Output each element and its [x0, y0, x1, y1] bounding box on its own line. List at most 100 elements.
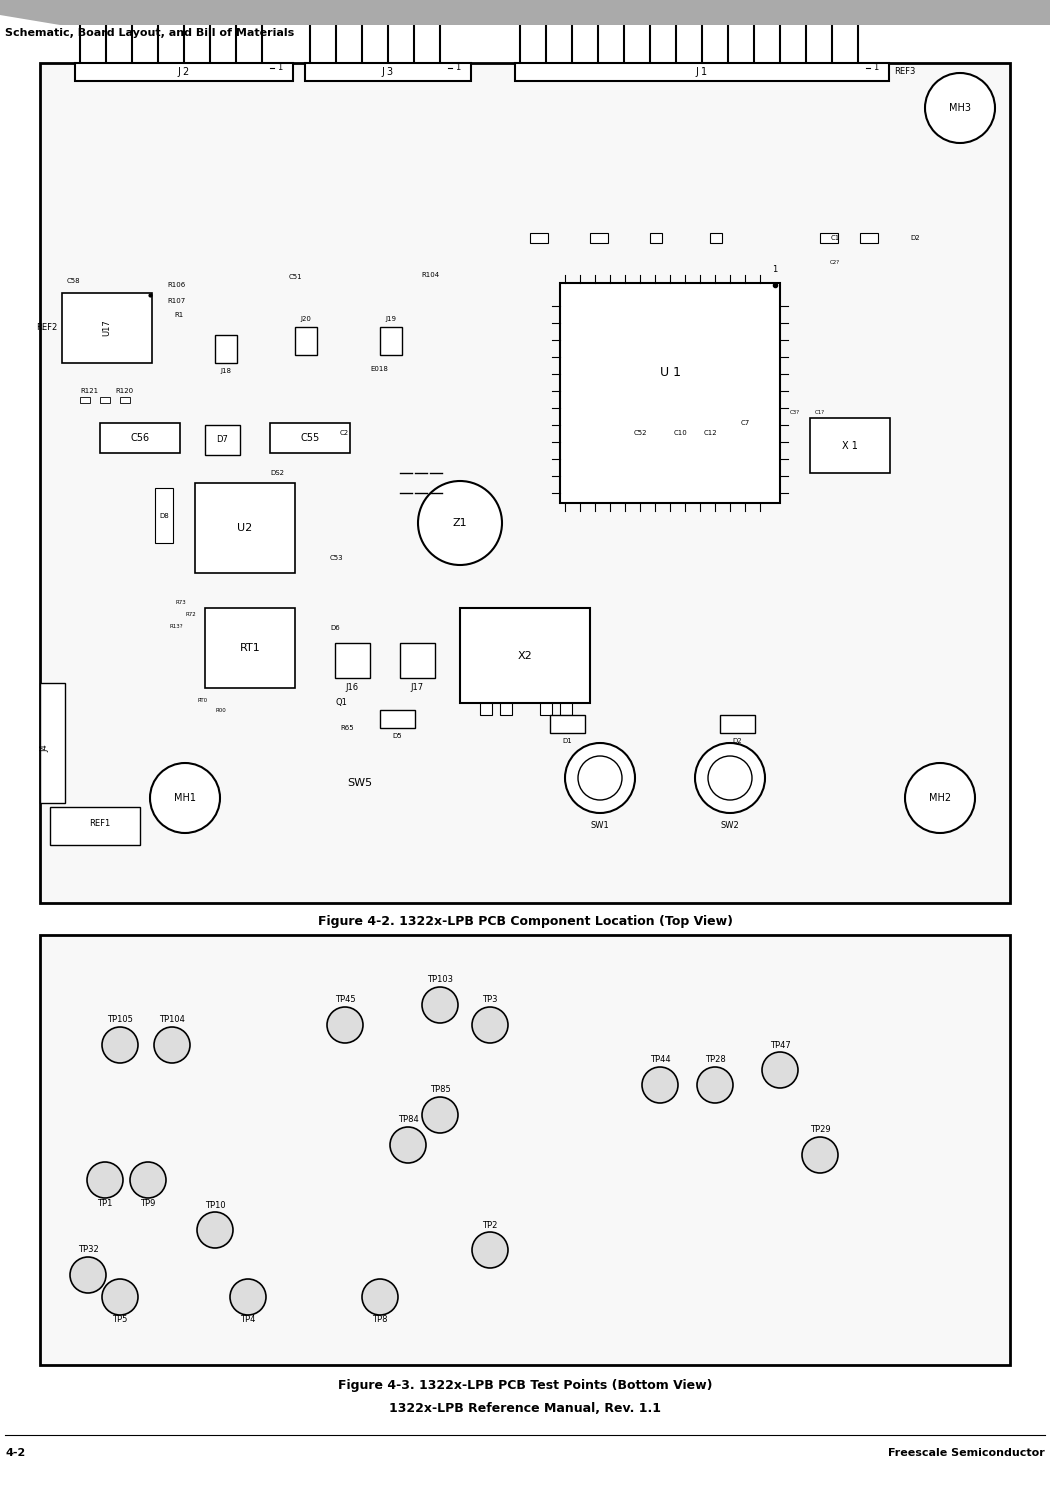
- Text: R00: R00: [215, 709, 226, 714]
- Circle shape: [925, 73, 995, 143]
- Text: MH2: MH2: [929, 793, 951, 803]
- Text: TP29: TP29: [810, 1126, 831, 1135]
- Circle shape: [422, 987, 458, 1023]
- Text: D6: D6: [330, 626, 340, 632]
- Bar: [100, 423, 180, 452]
- Bar: [720, 715, 755, 733]
- Text: TP9: TP9: [141, 1199, 155, 1208]
- Circle shape: [802, 1138, 838, 1173]
- Text: TP4: TP4: [240, 1315, 256, 1324]
- Bar: [810, 418, 890, 473]
- Circle shape: [102, 1280, 138, 1315]
- Text: R120: R120: [116, 388, 133, 394]
- Circle shape: [362, 1280, 398, 1315]
- Bar: [530, 233, 548, 243]
- Text: J 2: J 2: [177, 67, 190, 78]
- Text: J16: J16: [345, 684, 358, 693]
- Text: 1: 1: [456, 64, 461, 73]
- Circle shape: [390, 1127, 426, 1163]
- Text: MH3: MH3: [949, 103, 971, 113]
- Text: TP3: TP3: [482, 996, 498, 1005]
- Text: Freescale Semiconductor: Freescale Semiconductor: [888, 1448, 1045, 1459]
- Text: TP1: TP1: [98, 1199, 112, 1208]
- Text: C55: C55: [300, 433, 319, 443]
- Text: C10: C10: [673, 430, 687, 436]
- Bar: [710, 233, 722, 243]
- Text: 1322x-LPB Reference Manual, Rev. 1.1: 1322x-LPB Reference Manual, Rev. 1.1: [388, 1402, 662, 1414]
- Text: TP10: TP10: [205, 1200, 226, 1209]
- Circle shape: [422, 1097, 458, 1133]
- Text: C53: C53: [330, 555, 343, 561]
- Text: REF2: REF2: [36, 324, 57, 333]
- Text: C1?: C1?: [815, 411, 825, 415]
- Bar: [820, 233, 838, 243]
- Text: U2: U2: [237, 523, 253, 533]
- Bar: [540, 703, 552, 715]
- Bar: [380, 711, 415, 729]
- Text: 1: 1: [773, 264, 778, 273]
- Text: J18: J18: [220, 367, 231, 375]
- Text: C56: C56: [130, 433, 149, 443]
- Text: R72: R72: [185, 612, 195, 618]
- Text: J20: J20: [300, 317, 312, 322]
- Circle shape: [565, 744, 635, 814]
- Text: REF1: REF1: [89, 818, 110, 827]
- Text: TP45: TP45: [335, 996, 355, 1005]
- Bar: [550, 715, 585, 733]
- Text: TP85: TP85: [429, 1085, 450, 1094]
- Bar: [380, 327, 402, 355]
- Text: TP103: TP103: [427, 975, 453, 984]
- Text: R107: R107: [167, 299, 185, 305]
- Circle shape: [102, 1027, 138, 1063]
- Bar: [500, 703, 512, 715]
- Text: J 3: J 3: [382, 67, 394, 78]
- Text: R65: R65: [340, 726, 354, 732]
- Text: TP44: TP44: [650, 1056, 670, 1065]
- Text: DS2: DS2: [270, 470, 284, 476]
- Bar: [270, 423, 350, 452]
- Text: D2: D2: [732, 738, 741, 744]
- Circle shape: [695, 744, 765, 814]
- Text: TP105: TP105: [107, 1015, 133, 1024]
- Bar: [40, 682, 65, 803]
- Text: TP32: TP32: [78, 1245, 99, 1254]
- Text: TP2: TP2: [482, 1220, 498, 1230]
- Text: C12: C12: [704, 430, 717, 436]
- Bar: [400, 643, 435, 678]
- Circle shape: [697, 1067, 733, 1103]
- Text: MH1: MH1: [174, 793, 196, 803]
- Text: R104: R104: [421, 272, 439, 278]
- Text: 4-2: 4-2: [5, 1448, 25, 1459]
- Circle shape: [154, 1027, 190, 1063]
- Text: R106: R106: [167, 282, 185, 288]
- Polygon shape: [0, 0, 1050, 25]
- Circle shape: [708, 755, 752, 800]
- Text: D2: D2: [910, 234, 920, 240]
- Circle shape: [472, 1006, 508, 1044]
- Text: J4: J4: [41, 744, 49, 752]
- Text: Figure 4-3. 1322x-LPB PCB Test Points (Bottom View): Figure 4-3. 1322x-LPB PCB Test Points (B…: [338, 1380, 712, 1393]
- Text: TP28: TP28: [705, 1056, 726, 1065]
- Bar: [514, 63, 889, 81]
- Circle shape: [130, 1162, 166, 1197]
- Circle shape: [578, 755, 622, 800]
- Text: Figure 4-2. 1322x-LPB PCB Component Location (Top View): Figure 4-2. 1322x-LPB PCB Component Loca…: [317, 915, 733, 927]
- Bar: [460, 608, 590, 703]
- Text: E018: E018: [370, 366, 387, 372]
- Bar: [560, 284, 780, 503]
- Text: J 1: J 1: [696, 67, 708, 78]
- Bar: [480, 703, 492, 715]
- Text: R121: R121: [80, 388, 98, 394]
- Text: RT0: RT0: [198, 699, 208, 703]
- Bar: [75, 63, 293, 81]
- Text: X2: X2: [518, 651, 532, 661]
- Text: TP8: TP8: [373, 1315, 387, 1324]
- Text: R1: R1: [174, 312, 184, 318]
- Text: TP84: TP84: [398, 1115, 418, 1124]
- Bar: [590, 233, 608, 243]
- Bar: [155, 488, 173, 543]
- Text: REF3: REF3: [894, 67, 916, 76]
- Bar: [195, 484, 295, 573]
- Text: TP5: TP5: [112, 1315, 128, 1324]
- Text: C7: C7: [740, 420, 750, 426]
